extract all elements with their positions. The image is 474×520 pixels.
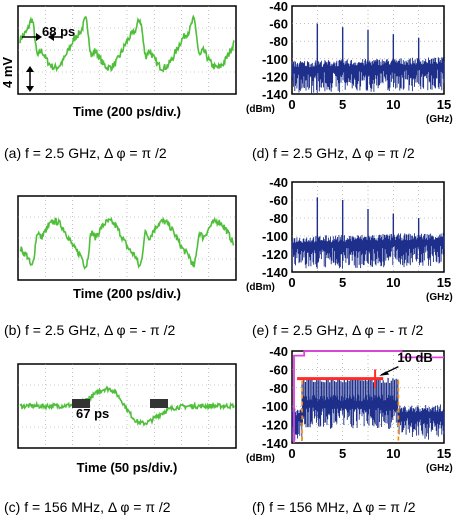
- y-tick-label: -100: [262, 52, 288, 67]
- y-tick-label: -60: [269, 362, 288, 377]
- noise-floor: [291, 232, 445, 270]
- noise-floor: [291, 57, 445, 94]
- x-tick-label: 0: [288, 97, 295, 112]
- x-unit-label: (GHz): [426, 292, 453, 303]
- panel-b-xlabel: Time (200 ps/div.): [73, 286, 181, 301]
- panel-b-caption: (b) f = 2.5 GHz, Δ φ = - π /2: [4, 322, 175, 338]
- x-tick-label: 10: [386, 97, 400, 112]
- y-tick-label: -60: [269, 193, 288, 208]
- x-tick-label: 0: [288, 446, 295, 461]
- panel-c-xlabel: Time (50 ps/div.): [77, 460, 178, 475]
- panel-a-annotation: 68 ps: [42, 24, 75, 39]
- x-tick-label: 0: [288, 275, 295, 290]
- annotation-arrowhead: [379, 371, 390, 376]
- x-unit-label: (GHz): [426, 114, 453, 125]
- panel-c-caption: (c) f = 156 MHz, Δ φ = π /2: [4, 499, 171, 515]
- x-tick-label: 15: [437, 446, 451, 461]
- y-tick-label: -40: [269, 175, 288, 190]
- panel-c-grid: [18, 364, 236, 448]
- y-tick-label: -120: [262, 69, 288, 84]
- panel-b: Time (200 ps/div.) (b) f = 2.5 GHz, Δ φ …: [4, 195, 237, 338]
- x-tick-label: 15: [437, 275, 451, 290]
- x-tick-label: 5: [339, 275, 346, 290]
- panel-c-annotation: 67 ps: [76, 406, 109, 421]
- y-unit-label: (dBm): [246, 104, 275, 115]
- x-tick-label: 5: [339, 446, 346, 461]
- panel-d-caption: (d) f = 2.5 GHz, Δ φ = π /2: [252, 145, 415, 161]
- magenta-envelope: [293, 350, 444, 443]
- y-unit-label: (dBm): [246, 453, 275, 464]
- y-tick-label: -140: [262, 87, 288, 102]
- y-tick-label: -140: [262, 265, 288, 280]
- panel-a-arrowhead-right: [48, 33, 54, 41]
- panel-a-scale-arrowhead-down: [26, 86, 34, 92]
- panel-c-waveform: [19, 386, 235, 427]
- panel-a-ylabel: 4 mV: [0, 57, 15, 88]
- y-tick-label: -100: [262, 399, 288, 414]
- x-tick-label: 15: [437, 97, 451, 112]
- y-tick-label: -60: [269, 17, 288, 32]
- panel-a-caption: (a) f = 2.5 GHz, Δ φ = π /2: [4, 145, 167, 161]
- y-tick-label: -80: [269, 34, 288, 49]
- panel-f-caption: (f) f = 156 MHz, Δ φ = π /2: [252, 499, 416, 515]
- comb-lines: [301, 377, 399, 407]
- y-tick-label: -40: [269, 0, 288, 14]
- x-unit-label: (GHz): [426, 463, 453, 474]
- y-tick-label: -120: [262, 418, 288, 433]
- x-tick-label: 10: [386, 275, 400, 290]
- panel-c-marker-right: [150, 399, 168, 408]
- y-unit-label: (dBm): [246, 282, 275, 293]
- y-tick-label: -120: [262, 247, 288, 262]
- y-tick-label: -80: [269, 211, 288, 226]
- annotation-label: 10 dB: [397, 350, 432, 365]
- y-tick-label: -100: [262, 229, 288, 244]
- panel-c: 67 ps Time (50 ps/div.) (c) f = 156 MHz,…: [4, 363, 237, 515]
- x-tick-label: 10: [386, 446, 400, 461]
- panel-a-grid: [18, 6, 236, 94]
- y-tick-label: -140: [262, 436, 288, 451]
- y-tick-label: -40: [269, 344, 288, 359]
- panel-a-scale-arrowhead-up: [26, 66, 34, 72]
- panel-b-grid: [18, 196, 236, 280]
- panel-a-xlabel: Time (200 ps/div.): [73, 104, 181, 119]
- panel-a-waveform: [19, 14, 235, 73]
- panel-c-marker-left: [72, 399, 90, 408]
- panel-e-caption: (e) f = 2.5 GHz, Δ φ = - π /2: [252, 322, 423, 338]
- y-tick-label: -80: [269, 381, 288, 396]
- x-tick-label: 5: [339, 97, 346, 112]
- panel-b-waveform: [19, 216, 235, 270]
- panel-a: 68 ps 4 mV Time (200 ps/div.) (a) f = 2.…: [0, 5, 237, 161]
- panel-a-arrowhead-left: [36, 33, 42, 41]
